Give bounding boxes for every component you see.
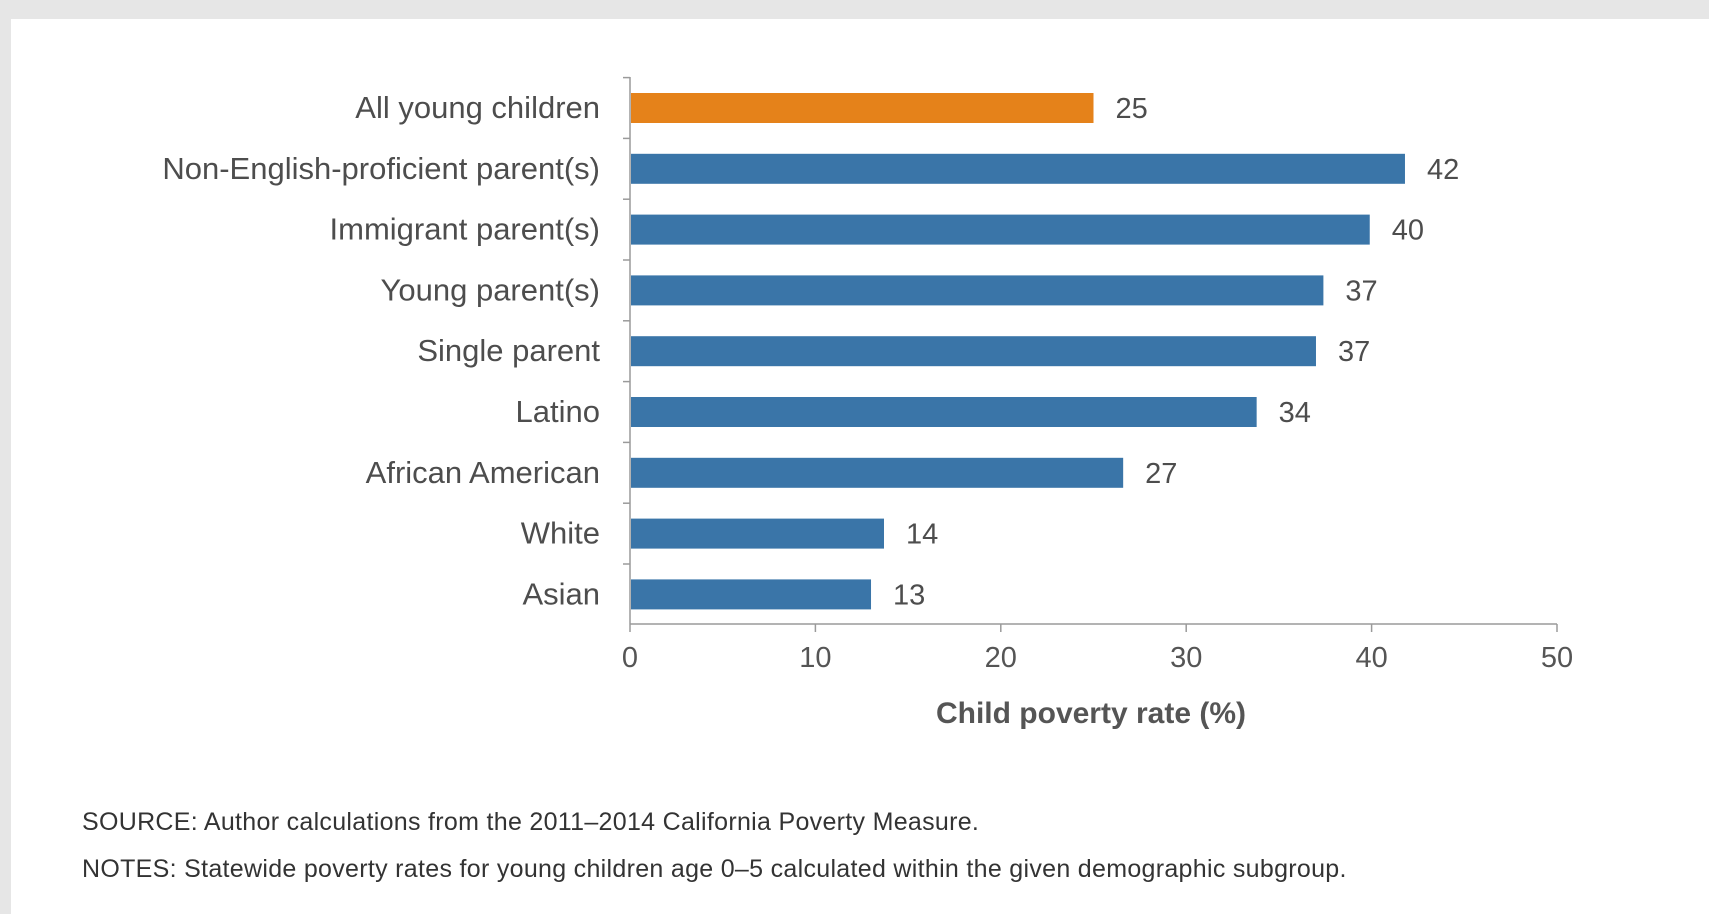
source-note: SOURCE: Author calculations from the 201… bbox=[82, 808, 980, 836]
x-tick-label: 10 bbox=[799, 642, 831, 674]
bar bbox=[631, 275, 1324, 306]
category-label: Immigrant parent(s) bbox=[330, 212, 600, 247]
bar bbox=[631, 214, 1370, 245]
data-label: 42 bbox=[1427, 154, 1459, 186]
bar bbox=[631, 153, 1405, 184]
bar bbox=[631, 518, 884, 549]
category-label: African American bbox=[366, 455, 600, 490]
notes-note: NOTES: Statewide poverty rates for young… bbox=[82, 855, 1347, 883]
category-label: Asian bbox=[522, 576, 600, 611]
data-label: 14 bbox=[906, 519, 938, 551]
x-axis: 0 10 20 30 40 50 bbox=[622, 623, 1573, 674]
highlight-bar bbox=[631, 93, 1094, 123]
category-label: All young children bbox=[355, 90, 600, 125]
data-label: 25 bbox=[1116, 93, 1148, 125]
data-label: 37 bbox=[1345, 275, 1377, 307]
x-tick-label: 0 bbox=[622, 642, 638, 674]
bar-chart: All young children Non-English-proficient… bbox=[162, 76, 1573, 730]
category-label: Non-English-proficient parent(s) bbox=[162, 151, 600, 186]
bar bbox=[631, 579, 872, 610]
bar bbox=[631, 336, 1316, 367]
data-label: 40 bbox=[1392, 215, 1424, 247]
x-tick-label: 20 bbox=[985, 642, 1017, 674]
x-tick-label: 50 bbox=[1541, 642, 1573, 674]
x-tick-label: 30 bbox=[1170, 642, 1202, 674]
y-axis: All young children Non-English-proficient… bbox=[162, 76, 631, 624]
category-label: Young parent(s) bbox=[381, 272, 600, 307]
x-axis-title: Child poverty rate (%) bbox=[936, 697, 1246, 730]
data-label: 27 bbox=[1145, 458, 1177, 490]
x-tick-label: 40 bbox=[1355, 642, 1387, 674]
category-label: Single parent bbox=[417, 333, 600, 368]
bar bbox=[631, 397, 1257, 427]
data-label: 13 bbox=[893, 579, 925, 611]
category-label: White bbox=[521, 516, 600, 551]
category-label: Latino bbox=[516, 394, 600, 429]
data-label: 37 bbox=[1338, 336, 1370, 368]
bar bbox=[631, 457, 1124, 488]
data-label: 34 bbox=[1279, 397, 1311, 429]
